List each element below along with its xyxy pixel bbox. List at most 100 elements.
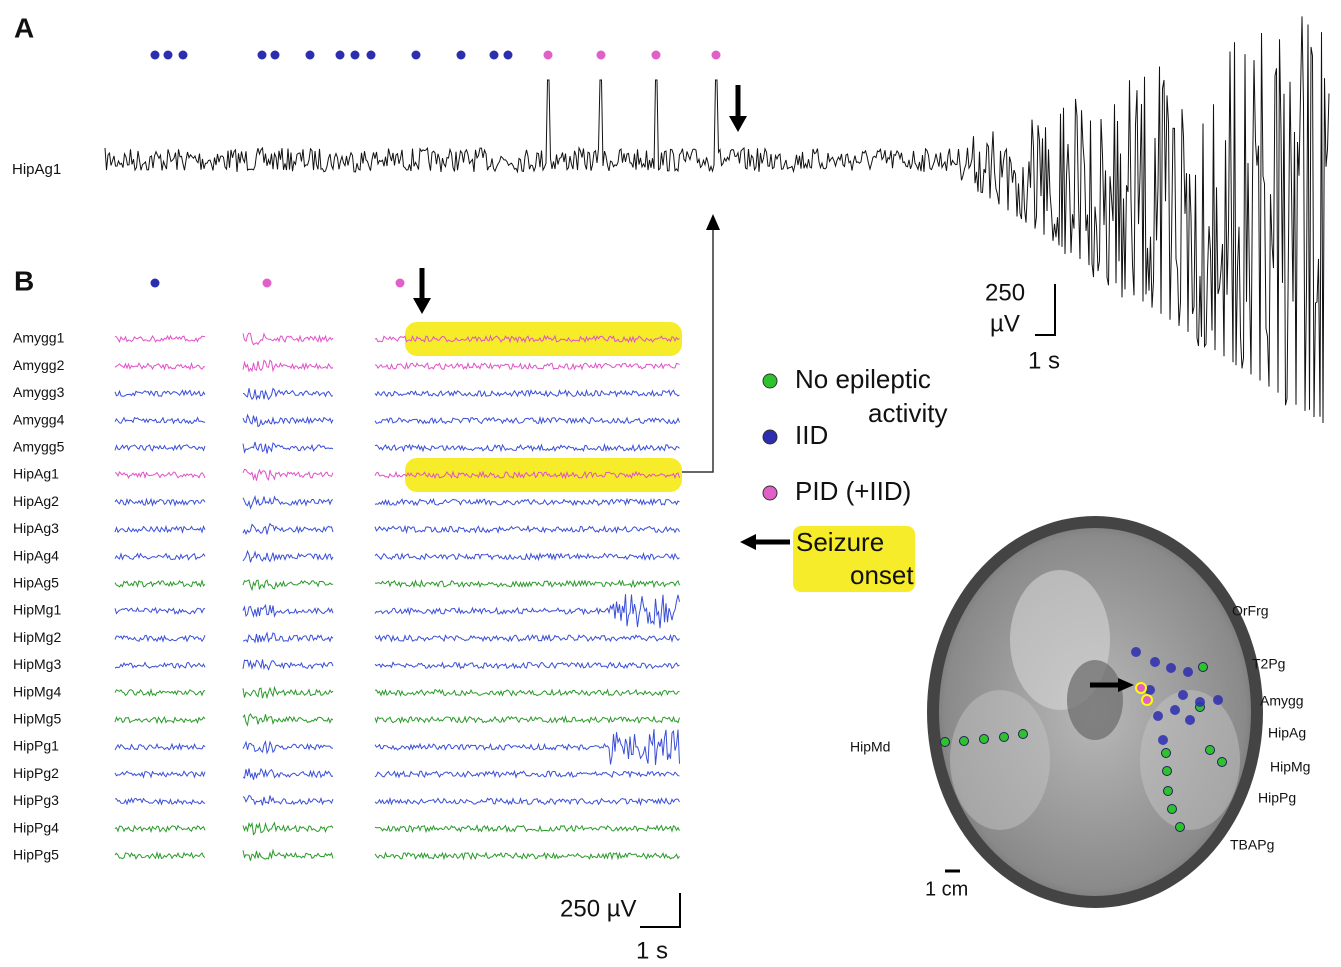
eeg-trace [114, 687, 206, 697]
eeg-trace [114, 742, 206, 751]
iid-marker [456, 50, 466, 60]
electrode [1150, 657, 1160, 667]
channel-label: HipAg1 [12, 161, 61, 178]
region-label: HipPg [1258, 790, 1296, 806]
eeg-trace [374, 470, 680, 480]
eeg-trace [242, 685, 334, 700]
legend-label: activity [868, 398, 947, 428]
eeg-trace [242, 387, 334, 401]
eeg-trace [242, 468, 334, 482]
eeg-trace [114, 444, 206, 452]
iid-marker [503, 50, 513, 60]
arrow [706, 214, 720, 230]
iid-marker [270, 50, 280, 60]
eeg-trace [242, 740, 334, 755]
eeg-trace [374, 524, 680, 535]
eeg-trace [374, 769, 680, 779]
electrode [1213, 695, 1223, 705]
channel-label: HipMg1 [13, 602, 61, 618]
region-label: HipMd [850, 739, 890, 755]
scale-label: µV [990, 310, 1020, 337]
channel-label: HipMg5 [13, 711, 61, 727]
eeg-trace [242, 549, 334, 563]
eeg-trace [242, 659, 334, 671]
eeg-trace [242, 603, 334, 618]
electrode [979, 734, 989, 744]
onset-label: onset [850, 560, 914, 590]
iid-marker [150, 278, 160, 288]
pid-marker [651, 50, 661, 60]
electrode [1141, 694, 1153, 706]
eeg-trace [114, 497, 206, 507]
eeg-trace [242, 359, 334, 373]
eeg-trace [374, 578, 680, 589]
eeg-trace [242, 631, 334, 644]
eeg-trace [374, 594, 680, 629]
eeg-trace [374, 497, 680, 507]
channel-label: HipPg1 [13, 738, 59, 754]
electrode [1185, 715, 1195, 725]
eeg-trace [374, 661, 680, 670]
channel-label: HipMg3 [13, 656, 61, 672]
eeg-trace [114, 606, 206, 615]
channel-label: HipAg4 [13, 547, 59, 563]
eeg-trace [114, 770, 206, 779]
eeg-trace [114, 661, 206, 669]
eeg-trace [242, 821, 334, 836]
electrode [1198, 662, 1208, 672]
arrow [413, 298, 431, 314]
eeg-trace [374, 688, 680, 697]
electrode [1205, 745, 1215, 755]
eeg-trace [374, 824, 680, 834]
eeg-trace [114, 361, 205, 371]
eeg-trace [114, 850, 206, 860]
eeg-trace [242, 848, 334, 861]
pid-marker [395, 278, 405, 288]
legend-dot [762, 429, 778, 445]
panel-label: A [14, 12, 34, 43]
eeg-trace [114, 334, 206, 344]
scale-label: 1 s [1028, 347, 1060, 374]
arrow [729, 116, 747, 132]
scale-label: 1 cm [925, 878, 968, 900]
eeg-trace [374, 851, 680, 861]
electrode [1170, 705, 1180, 715]
eeg-trace [242, 794, 334, 806]
electrode [1163, 786, 1173, 796]
eeg-trace [114, 715, 206, 725]
electrode [1162, 766, 1172, 776]
electrode [1175, 822, 1185, 832]
channel-label: HipAg2 [13, 493, 59, 509]
electrode [1131, 647, 1141, 657]
eeg-trace [242, 522, 334, 536]
region-label: Amygg [1260, 693, 1304, 709]
eeg-trace [374, 442, 680, 453]
eeg-trace [114, 471, 206, 480]
eeg-trace [114, 578, 206, 588]
eeg-trace [114, 634, 206, 643]
region-label: HipMg [1270, 759, 1310, 775]
electrode [940, 737, 950, 747]
eeg-trace [374, 388, 680, 398]
electrode [1183, 667, 1193, 677]
channel-label: Amygg5 [13, 439, 65, 455]
eeg-trace [114, 389, 206, 397]
eeg-trace [104, 16, 1330, 424]
eeg-trace [374, 715, 680, 725]
arrow [740, 534, 756, 550]
electrode [1158, 735, 1168, 745]
iid-marker [411, 50, 421, 60]
channel-label: HipPg2 [13, 765, 59, 781]
scale-label: 250 [985, 279, 1025, 306]
eeg-trace [374, 551, 680, 562]
legend-dot [762, 373, 778, 389]
iid-marker [489, 50, 499, 60]
eeg-trace [242, 441, 334, 454]
eeg-trace [242, 413, 334, 428]
electrode [1217, 757, 1227, 767]
channel-label: HipPg4 [13, 819, 59, 835]
channel-label: Amygg1 [13, 330, 65, 346]
scale-label: 1 s [636, 937, 668, 964]
electrode [1166, 663, 1176, 673]
